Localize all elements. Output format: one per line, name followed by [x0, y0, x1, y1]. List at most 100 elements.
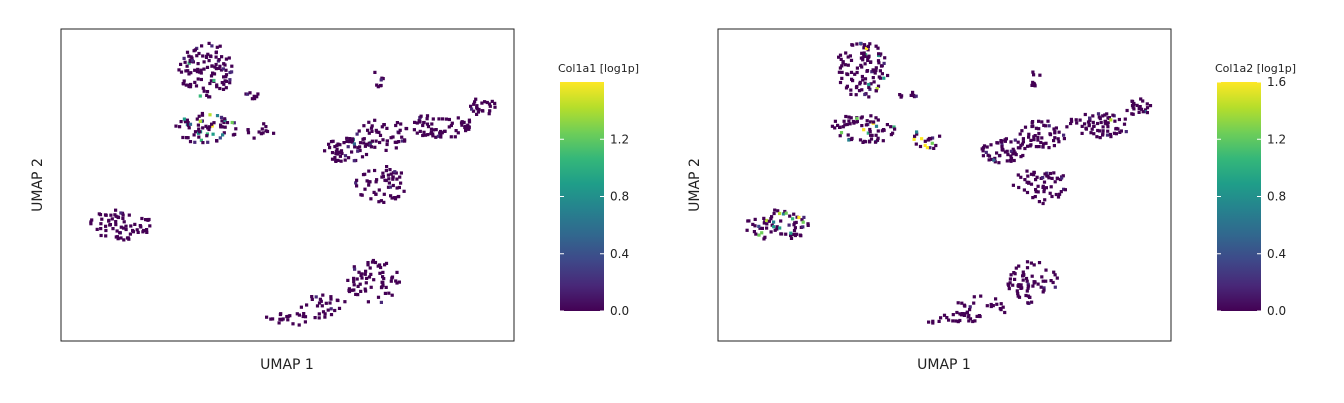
cell-point [1111, 113, 1115, 117]
cell-point [878, 69, 882, 73]
cell-point [840, 70, 844, 74]
colorbar-tick-label: 0.0 [610, 304, 629, 318]
cell-point [844, 114, 848, 119]
cell-point [187, 72, 191, 76]
cell-point [200, 111, 204, 116]
cell-point [379, 78, 383, 82]
cell-point [772, 220, 776, 224]
cell-point [1036, 190, 1040, 194]
cell-point [1012, 271, 1016, 275]
cell-point [388, 185, 392, 189]
cell-point [385, 139, 389, 143]
cell-point [985, 145, 989, 149]
cell-point [850, 43, 854, 47]
cell-point [1145, 102, 1149, 106]
cell-point [863, 54, 867, 58]
cell-point [199, 77, 203, 82]
cell-point [869, 133, 873, 137]
cell-point [110, 217, 114, 221]
cell-point [269, 317, 273, 321]
cell-point [220, 81, 224, 85]
cell-point [1131, 105, 1135, 109]
cell-point [335, 147, 339, 151]
cell-point [758, 226, 762, 230]
cell-point [333, 145, 337, 149]
cell-point [861, 58, 865, 62]
cell-point [753, 217, 757, 221]
cell-point [365, 179, 369, 183]
cell-point [846, 133, 850, 137]
cell-point [876, 59, 881, 63]
cell-point [303, 315, 308, 319]
cell-point [1025, 169, 1029, 173]
cell-point [1080, 124, 1084, 128]
cell-point [980, 147, 984, 151]
cell-point [199, 68, 203, 72]
cell-point [204, 55, 209, 59]
colorbar-ticks: 0.0 0.4 0.8 1.2 [560, 132, 629, 318]
cell-point [207, 41, 211, 45]
cell-point [1137, 107, 1141, 111]
cell-point [1046, 174, 1050, 178]
cell-point [464, 129, 468, 133]
cell-point [987, 158, 991, 162]
cell-point [1062, 137, 1066, 141]
cell-point [1042, 123, 1046, 127]
cell-point [373, 118, 377, 122]
cell-point [1011, 152, 1015, 156]
cell-point [425, 117, 429, 121]
cell-point [778, 226, 782, 230]
cell-point [321, 293, 325, 297]
cell-point [1000, 145, 1004, 149]
cell-point [318, 297, 322, 301]
cell-point [185, 50, 190, 54]
colorbar-title: Col1a2 [log1p] [1215, 62, 1296, 75]
cell-point [369, 197, 373, 201]
cell-point [866, 58, 870, 62]
cell-point [323, 149, 327, 153]
cell-point [928, 146, 932, 150]
cell-point [1021, 153, 1025, 158]
cell-point [981, 149, 985, 153]
cell-point [302, 312, 306, 316]
cell-point [338, 154, 342, 158]
cell-point [189, 55, 193, 59]
cell-point [951, 319, 955, 323]
cell-point [443, 129, 447, 133]
cell-point [430, 122, 434, 126]
cell-point [434, 128, 438, 132]
colorbar-title: Col1a1 [log1p] [558, 62, 639, 75]
cell-point [1018, 132, 1022, 136]
cell-point [1106, 125, 1110, 129]
cell-point [860, 124, 864, 128]
cell-point [378, 140, 382, 145]
cell-point [210, 64, 214, 68]
cell-point [772, 225, 776, 229]
cell-point [279, 312, 283, 316]
cell-point [1014, 153, 1018, 157]
cell-point [193, 48, 197, 52]
cell-point [763, 235, 767, 239]
cell-point [358, 148, 362, 153]
cell-point [1084, 126, 1088, 130]
cell-point [1051, 280, 1055, 285]
cell-point [470, 107, 474, 111]
cell-point [1083, 122, 1087, 126]
cell-point [456, 131, 460, 135]
cell-point [865, 119, 869, 123]
cell-point [846, 63, 850, 67]
cell-point [909, 93, 913, 97]
cell-point [369, 126, 374, 130]
cell-point [373, 70, 377, 74]
cell-point [1037, 127, 1041, 131]
cell-point [334, 159, 338, 163]
cell-point [972, 295, 976, 299]
cell-point [1098, 117, 1102, 121]
cell-point [860, 65, 864, 69]
cell-point [447, 125, 451, 129]
cell-point [280, 318, 284, 322]
cell-point [1009, 140, 1013, 144]
cell-point [846, 72, 850, 77]
cell-point [338, 143, 342, 147]
cell-point [227, 56, 231, 60]
